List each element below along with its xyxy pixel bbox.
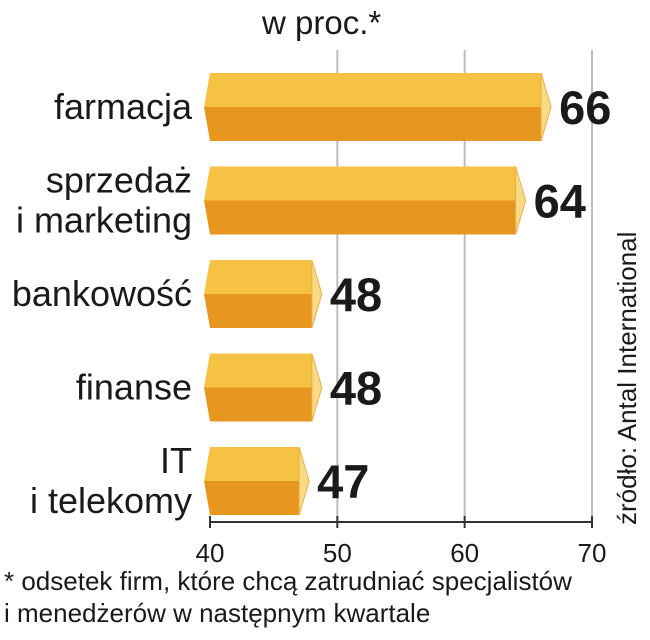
footnote-line-2: i menedżerów w następnym kwartale — [4, 598, 431, 628]
bar-value-label: 66 — [559, 81, 611, 134]
bar-top-face — [204, 447, 300, 481]
bar-end-cap — [311, 259, 323, 329]
footnote: * odsetek firm, które chcą zatrudniać sp… — [4, 565, 650, 629]
footnote-line-1: * odsetek firm, które chcą zatrudniać sp… — [4, 566, 572, 596]
bar-top-face — [204, 260, 312, 294]
bar-end-cap — [311, 353, 323, 422]
category-label: bankowość — [12, 273, 192, 314]
bar-bottom-face — [204, 294, 312, 328]
source-note: źródło: Antal International — [612, 231, 642, 525]
bar-end-cap — [540, 72, 552, 142]
bar-value-label: 64 — [534, 175, 586, 228]
bar-top-face — [204, 166, 516, 201]
category-label: sprzedaż — [46, 160, 192, 201]
bar-bottom-face — [204, 107, 542, 141]
x-tick-label: 60 — [450, 538, 479, 568]
bar-bottom-face — [204, 481, 300, 515]
x-tick-label: 70 — [578, 538, 607, 568]
category-label: farmacja — [54, 86, 193, 127]
chart-title: w proc.* — [262, 4, 382, 41]
bar-end-cap — [298, 446, 310, 516]
bar-top-face — [204, 73, 542, 107]
bar-bottom-face — [204, 200, 516, 235]
bar-value-label: 47 — [317, 455, 369, 508]
x-tick-label: 50 — [323, 538, 352, 568]
x-tick-label: 40 — [196, 538, 225, 568]
bar-end-cap — [515, 166, 527, 235]
bar-bottom-face — [204, 387, 312, 422]
category-label: finanse — [76, 367, 192, 408]
category-label: i telekomy — [30, 480, 192, 521]
category-label: IT — [160, 440, 192, 481]
bar-value-label: 48 — [330, 362, 382, 415]
bar-top-face — [204, 353, 312, 388]
category-label: i marketing — [16, 200, 192, 241]
bar-value-label: 48 — [330, 268, 382, 321]
